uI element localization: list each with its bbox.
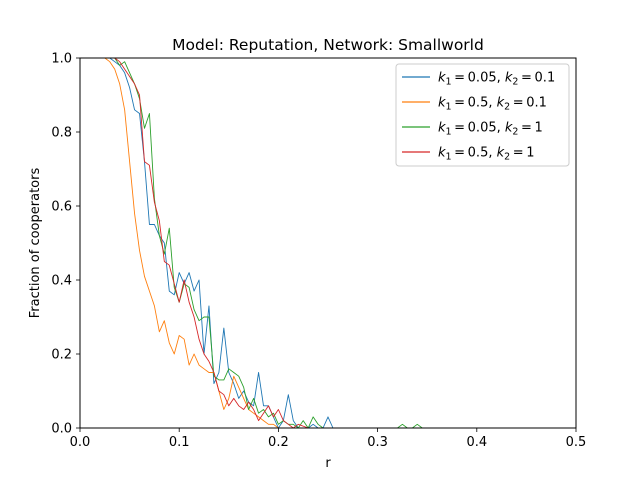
series-layer (99, 57, 576, 429)
legend: k1 = 0.05, k2 = 0.1 k1 = 0.5, k2 = 0.1 k1 … (395, 63, 570, 167)
plot-frame (79, 57, 577, 429)
x-tick-label: 0.0 (70, 435, 91, 450)
x-tick-label: 0.4 (466, 435, 487, 450)
series-line-4 (99, 57, 576, 429)
x-axis-label: r (325, 456, 331, 471)
legend-box (395, 63, 570, 167)
y-tick-label: 0.2 (51, 348, 72, 363)
legend-label-1: k1 = 0.05, k2 = 0.1 (438, 71, 555, 88)
y-tick-label: 1.0 (51, 52, 72, 67)
x-tick-label: 0.2 (268, 435, 289, 450)
series-line-2 (99, 57, 576, 429)
chart-title: Model: Reputation, Network: Smallworld (172, 36, 484, 54)
x-tick-label: 0.1 (169, 435, 190, 450)
y-tick-label: 0.4 (51, 274, 72, 289)
y-axis-label: Fraction of cooperators (28, 168, 43, 319)
x-tick-label: 0.3 (367, 435, 388, 450)
series-line-1 (99, 57, 576, 429)
legend-label-4: k1 = 0.5, k2 = 1 (438, 146, 535, 163)
y-tick-label: 0.0 (51, 422, 72, 437)
x-tick-label: 0.5 (566, 435, 587, 450)
y-tick-label: 0.8 (51, 126, 72, 141)
legend-label-2: k1 = 0.5, k2 = 0.1 (438, 96, 547, 113)
ticks-layer: 0.0 0.1 0.2 0.3 0.4 0.5 0.0 0.2 0.4 0.6 0.8 1.0 (51, 52, 586, 451)
y-tick-label: 0.6 (51, 200, 72, 215)
legend-label-3: k1 = 0.05, k2 = 1 (438, 121, 543, 138)
